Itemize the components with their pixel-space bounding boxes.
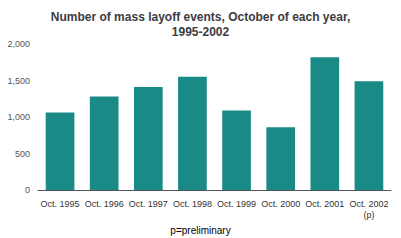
svg-text:1,500: 1,500 (7, 76, 30, 86)
svg-text:Number of mass layoff events,: Number of mass layoff events, October of… (51, 10, 350, 24)
svg-text:1,000: 1,000 (7, 112, 30, 122)
svg-text:Oct. 1997: Oct. 1997 (129, 199, 168, 209)
svg-text:0: 0 (25, 185, 30, 195)
svg-text:Oct. 1996: Oct. 1996 (85, 199, 124, 209)
svg-text:500: 500 (15, 149, 30, 159)
svg-text:(p): (p) (363, 210, 374, 220)
svg-text:Oct. 2001: Oct. 2001 (305, 199, 344, 209)
svg-text:Oct. 2002: Oct. 2002 (349, 199, 388, 209)
svg-text:2,000: 2,000 (7, 39, 30, 49)
svg-text:Oct. 1998: Oct. 1998 (173, 199, 212, 209)
svg-text:1995-2002: 1995-2002 (172, 25, 230, 39)
svg-text:p=preliminary: p=preliminary (170, 225, 230, 236)
svg-text:Oct. 1999: Oct. 1999 (217, 199, 256, 209)
svg-text:Oct. 1995: Oct. 1995 (41, 199, 80, 209)
svg-text:Oct. 2000: Oct. 2000 (261, 199, 300, 209)
